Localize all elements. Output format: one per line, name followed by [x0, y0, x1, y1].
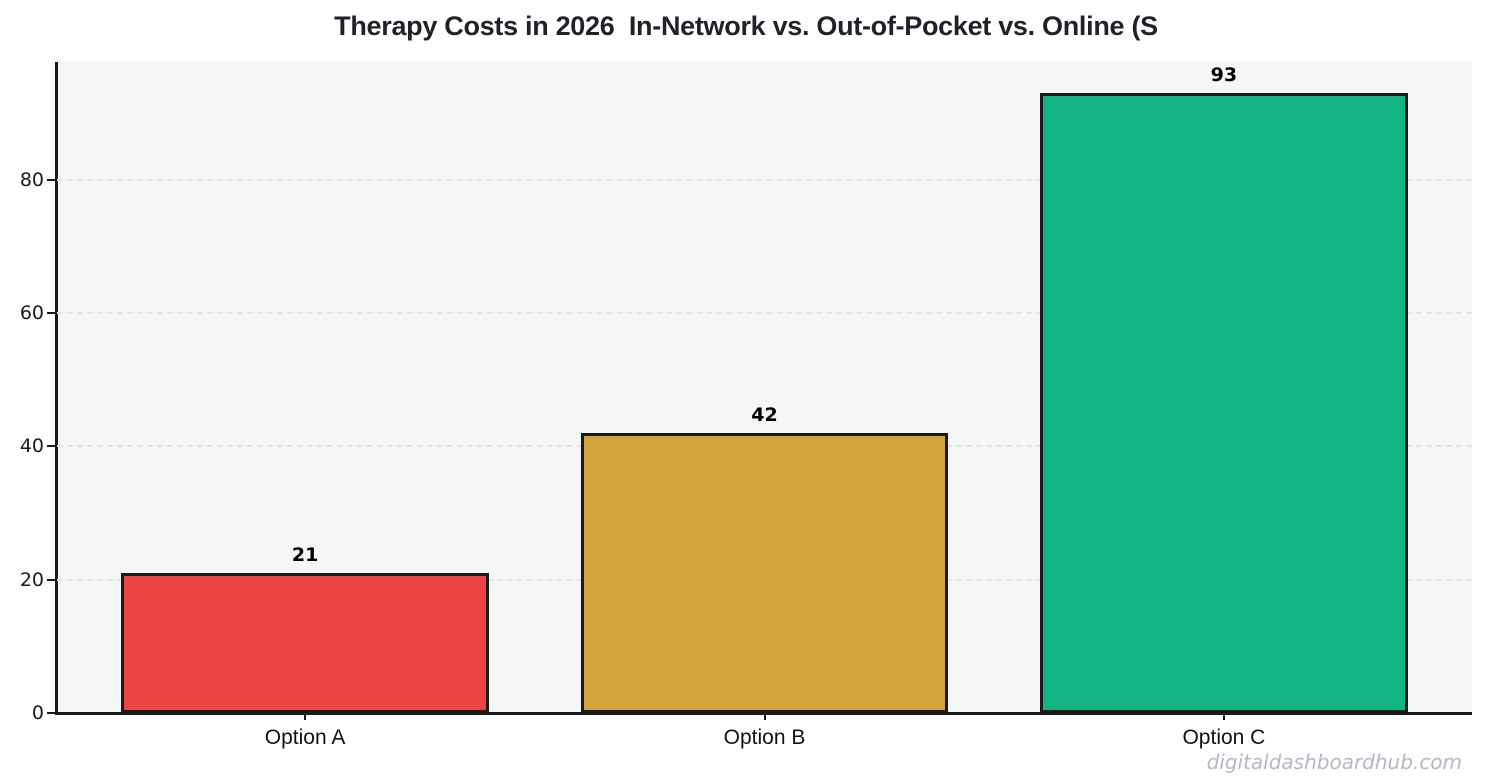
y-tick-label-40: 40 [19, 435, 44, 458]
y-tick-mark-20 [47, 578, 55, 581]
x-tick-mark-2 [763, 713, 766, 720]
y-tick-label-20: 20 [19, 568, 44, 591]
bar-value-label: 42 [751, 404, 778, 426]
bar-value-label: 93 [1210, 64, 1238, 86]
watermark-text: digitaldashboardhub.com [1206, 750, 1462, 774]
x-tick-label-2: Option B [723, 726, 806, 749]
x-tick-label-3: Option C [1182, 726, 1266, 749]
x-tick-label-1: Option A [264, 726, 346, 749]
y-axis-spine [55, 62, 58, 713]
bar-value-label: 21 [291, 544, 319, 566]
x-tick-mark-3 [1222, 713, 1225, 720]
gridline-80 [57, 178, 1472, 181]
y-tick-label-0: 0 [31, 702, 44, 724]
y-tick-mark-60 [47, 312, 55, 314]
gridline-60 [57, 312, 1472, 314]
y-tick-mark-0 [47, 712, 55, 714]
bar-option-a [121, 573, 489, 713]
chart-title: Therapy Costs in 2026 In-Network vs. Out… [334, 11, 1158, 41]
bar-option-c [1040, 93, 1408, 713]
y-tick-label-80: 80 [19, 168, 44, 191]
plot-area [55, 62, 1472, 715]
y-tick-mark-40 [47, 445, 55, 448]
x-tick-mark-1 [304, 713, 307, 720]
bar-option-b [580, 433, 949, 713]
y-tick-mark-80 [47, 178, 55, 181]
y-tick-label-60: 60 [19, 302, 44, 324]
